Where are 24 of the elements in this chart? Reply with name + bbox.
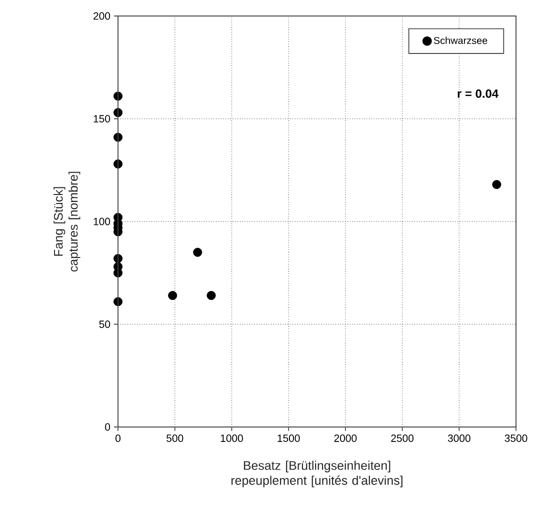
point <box>168 290 178 300</box>
x-axis-title: Besatz [Brütlingseinheiten] repeuplement [unités d'alevins] <box>231 460 402 488</box>
x-tick-label: 500 <box>166 434 184 442</box>
y-tick-label: 0 <box>105 423 110 431</box>
y-tick-label: 50 <box>99 320 110 328</box>
legend-label: Schwarzsee <box>434 36 488 44</box>
y-tick-label: 150 <box>94 115 110 122</box>
x-tick-label: 3500 <box>504 434 528 442</box>
y-tick-label: 100 <box>94 218 110 226</box>
x-tick-label: 1000 <box>220 434 243 442</box>
annotation: r = 0.04 <box>458 89 498 98</box>
x-tick-label: 3000 <box>448 434 470 442</box>
y-axis-title: Fang [Stück] captures [nombre] <box>54 172 80 272</box>
x-tick-label: 2500 <box>391 434 414 442</box>
y-tick-label: 200 <box>94 12 110 20</box>
x-tick-label: 1500 <box>278 434 300 442</box>
point <box>114 108 122 118</box>
point <box>193 248 202 257</box>
x-tick-label: 0 <box>116 434 120 442</box>
point <box>206 290 216 300</box>
x-tick-label: 2000 <box>334 434 357 442</box>
point <box>492 180 502 190</box>
point <box>114 92 122 101</box>
point <box>114 159 122 168</box>
